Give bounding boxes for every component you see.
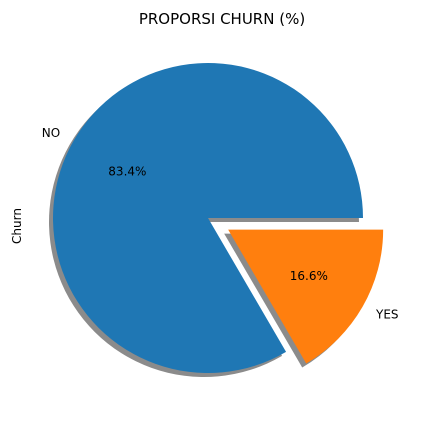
- slice-yes: [228, 229, 384, 364]
- label-layer: NO 83.4% YES 16.6%: [42, 126, 399, 321]
- pct-label-no: 83.4%: [108, 165, 146, 179]
- slice-no: [52, 62, 363, 373]
- slice-layer: [52, 62, 384, 373]
- chart-title: PROPORSI CHURN (%): [139, 10, 305, 28]
- pct-label-yes: 16.6%: [290, 269, 328, 283]
- slice-label-no: NO: [42, 126, 60, 140]
- slice-label-yes: YES: [375, 308, 399, 322]
- y-axis-label: Churn: [10, 208, 24, 244]
